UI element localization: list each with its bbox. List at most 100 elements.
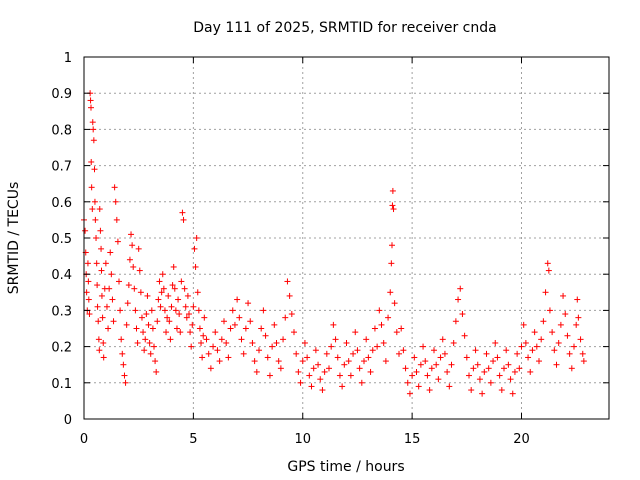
data-point — [131, 285, 138, 292]
data-point — [192, 263, 199, 270]
data-point — [404, 379, 411, 386]
data-point — [99, 314, 106, 321]
data-point — [262, 332, 269, 339]
data-point — [122, 379, 129, 386]
data-point — [236, 314, 243, 321]
data-point — [133, 325, 140, 332]
chart-title: Day 111 of 2025, SRMTID for receiver cnd… — [193, 20, 496, 36]
data-point — [169, 282, 176, 289]
data-point — [177, 329, 184, 336]
y-tick-label: 0.7 — [51, 160, 72, 175]
data-point — [424, 372, 431, 379]
data-point — [189, 321, 196, 328]
data-point — [549, 329, 556, 336]
data-point — [297, 379, 304, 386]
data-point — [188, 343, 195, 350]
data-point — [343, 339, 350, 346]
data-point — [184, 292, 191, 299]
data-point — [108, 271, 115, 278]
data-point — [182, 303, 189, 310]
data-point — [507, 376, 514, 383]
data-point — [284, 278, 291, 285]
data-point — [533, 343, 540, 350]
data-point — [85, 296, 92, 303]
x-tick-label: 20 — [513, 432, 530, 447]
data-point — [536, 358, 542, 365]
x-tick-label: 10 — [294, 432, 311, 447]
y-tick-label: 0.6 — [51, 196, 72, 211]
data-point — [271, 321, 278, 328]
data-point — [374, 343, 381, 350]
data-point — [312, 347, 319, 354]
data-point — [258, 325, 265, 332]
data-point — [266, 372, 273, 379]
data-point — [180, 216, 187, 223]
data-point — [277, 365, 284, 372]
data-point — [120, 361, 127, 368]
data-point — [461, 332, 468, 339]
data-point — [210, 343, 217, 350]
y-tick-label: 0.9 — [51, 87, 72, 102]
data-point — [437, 354, 444, 361]
data-point — [105, 325, 112, 332]
data-point — [562, 311, 569, 318]
data-point — [398, 325, 405, 332]
data-point — [413, 368, 420, 375]
data-point — [470, 365, 477, 372]
y-tick-label: 0.5 — [51, 232, 72, 247]
data-point — [390, 206, 397, 213]
data-point — [168, 303, 175, 310]
data-point — [328, 343, 335, 350]
data-point — [369, 347, 376, 354]
data-point — [178, 278, 185, 285]
data-point — [90, 126, 97, 133]
data-point — [479, 390, 486, 397]
data-point — [522, 339, 529, 346]
data-point — [280, 336, 287, 343]
data-point — [433, 361, 440, 368]
data-point — [155, 296, 162, 303]
data-point — [527, 368, 534, 375]
data-point — [402, 365, 409, 372]
data-point — [194, 289, 201, 296]
data-point — [481, 368, 488, 375]
data-point — [326, 365, 332, 372]
data-point — [102, 260, 109, 267]
data-point — [501, 365, 507, 372]
data-point — [158, 289, 165, 296]
y-axis-label: SRMTID / TECUs — [6, 182, 22, 295]
data-point — [126, 256, 133, 263]
data-point — [542, 289, 549, 296]
data-point — [531, 329, 538, 336]
data-point — [87, 97, 94, 104]
data-point — [553, 361, 560, 368]
data-point — [221, 318, 227, 325]
data-point — [253, 368, 260, 375]
data-point — [181, 285, 188, 292]
data-point — [282, 314, 289, 321]
data-point — [234, 296, 241, 303]
data-point — [503, 347, 510, 354]
data-point — [441, 350, 448, 357]
data-point — [83, 289, 90, 296]
axis-ticks — [83, 56, 609, 420]
data-point — [93, 235, 100, 241]
data-point — [128, 231, 135, 238]
data-point — [446, 383, 453, 390]
data-point — [557, 321, 564, 328]
y-tick-label: 0.8 — [51, 123, 72, 138]
data-point — [426, 387, 433, 394]
data-point — [371, 325, 378, 332]
data-point — [455, 296, 462, 303]
data-point — [498, 387, 505, 394]
y-tick-label: 0.3 — [51, 304, 72, 319]
data-point — [334, 354, 341, 361]
x-tick-labels: 0 5 10 15 20 — [80, 432, 530, 447]
data-point — [89, 119, 96, 126]
x-tick-label: 5 — [189, 432, 197, 447]
data-point — [167, 336, 174, 343]
x-tick-label: 0 — [80, 432, 88, 447]
data-point — [100, 339, 107, 346]
data-point — [172, 307, 179, 314]
data-point — [474, 361, 481, 368]
